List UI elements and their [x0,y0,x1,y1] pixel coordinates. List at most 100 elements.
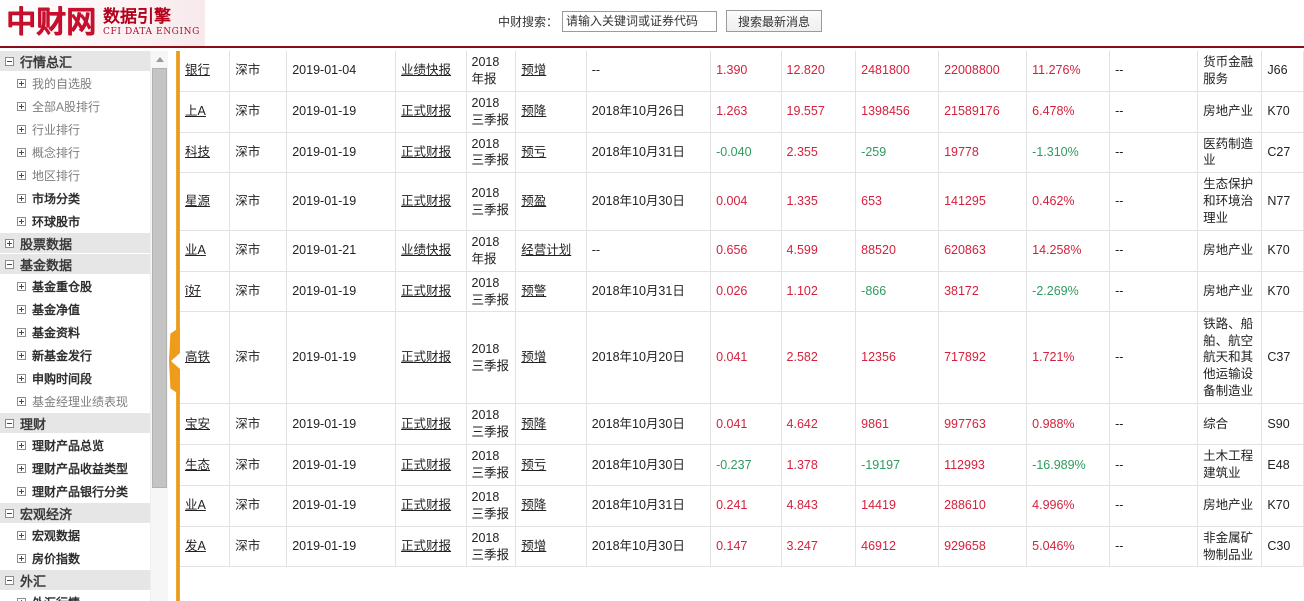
expand-plus-icon[interactable] [17,531,26,540]
forecast-type-link-text[interactable]: 预亏 [521,457,547,472]
forecast-type-link-text[interactable]: 预增 [521,350,547,365]
collapse-minus-icon[interactable] [5,418,14,428]
sidebar-item-1-1[interactable]: 我的自选股 [0,72,150,95]
sidebar-item-1-3[interactable]: 行业排行 [0,118,150,141]
stock-name-link-text[interactable]: 高铁 [185,350,211,365]
expand-plus-icon[interactable] [17,125,26,134]
collapse-minus-icon[interactable] [5,259,14,269]
sidebar-group-4[interactable]: 理财 [0,413,150,434]
expand-plus-icon[interactable] [17,351,26,360]
scroll-up-arrow-button[interactable] [151,51,168,67]
forecast-type-link-text[interactable]: 预亏 [521,144,547,159]
expand-plus-icon[interactable] [17,464,26,473]
stock-name-link-text[interactable]: 业A [185,498,206,513]
forecast-type-link-text[interactable]: 预警 [521,284,547,299]
stock-name-link[interactable]: 业A [180,485,231,527]
stock-name-link-text[interactable]: 宝安 [185,416,211,431]
expand-plus-icon[interactable] [17,282,26,291]
sidebar-group-5[interactable]: 宏观经济 [0,503,150,524]
stock-name-link[interactable]: î好 [180,271,231,313]
forecast-type-link[interactable]: 预盈 [515,172,587,231]
stock-name-link-text[interactable]: 发A [185,539,206,554]
table-row[interactable]: 业A 深市 2019-01-19 正式财报 2018三季报 预降 2018年10月31日 0.… [180,485,1304,527]
sidebar-collapse-button[interactable] [169,325,183,397]
stock-name-link[interactable]: 星源 [180,172,231,231]
sidebar-group-2[interactable]: 股票数据 [0,233,150,254]
table-row[interactable]: 上A 深市 2019-01-19 正式财报 2018三季报 预降 2018年10月26日 1.… [180,91,1304,133]
sidebar-group-3[interactable]: 基金数据 [0,254,150,275]
collapse-minus-icon[interactable] [5,56,14,66]
sidebar-item-3-3[interactable]: 基金资料 [0,321,150,344]
expand-plus-icon[interactable] [17,305,26,314]
forecast-type-link[interactable]: 预降 [515,485,587,527]
search-input[interactable] [562,10,718,32]
forecast-type-link[interactable]: 预增 [515,311,587,405]
expand-plus-icon[interactable] [5,238,14,248]
stock-name-link-text[interactable]: 银行 [185,63,211,78]
forecast-type-link[interactable]: 预降 [515,403,587,446]
sidebar-item-1-5[interactable]: 地区排行 [0,164,150,187]
stock-name-link[interactable]: 银行 [180,51,231,92]
stock-name-link-text[interactable]: 生态 [185,457,211,472]
collapse-minus-icon[interactable] [5,508,14,518]
sidebar-item-4-2[interactable]: 理财产品收益类型 [0,457,150,480]
forecast-type-link[interactable]: 预增 [515,51,587,92]
expand-plus-icon[interactable] [17,328,26,337]
stock-name-link[interactable]: 业A [180,230,231,272]
sidebar-item-3-1[interactable]: 基金重仓股 [0,275,150,298]
stock-name-link-text[interactable]: 上A [185,104,206,119]
left-navigation-sidebar[interactable]: 行情总汇 我的自选股 全部A股排行 行业排行 概念排行 地区排行 市场分类 环球股市 股票数据基… [0,51,150,601]
sidebar-item-6-1[interactable]: 外汇行情 [0,591,150,601]
sidebar-item-1-6[interactable]: 市场分类 [0,187,150,210]
forecast-type-link-text[interactable]: 预降 [521,104,547,119]
forecast-type-link-text[interactable]: 预降 [521,498,547,513]
stock-name-link-text[interactable]: î好 [185,284,201,299]
table-row[interactable]: 科技 深市 2019-01-19 正式财报 2018三季报 预亏 2018年10月31日 -0… [180,132,1304,174]
table-row[interactable]: 银行 深市 2019-01-04 业绩快报 2018年报 预增 -- 1.390 12.820 2… [180,51,1304,92]
sidebar-item-1-2[interactable]: 全部A股排行 [0,95,150,118]
forecast-type-link-text[interactable]: 经营计划 [521,243,572,258]
sidebar-item-5-2[interactable]: 房价指数 [0,547,150,570]
search-submit-button[interactable]: 搜索最新消息 [726,10,823,32]
forecast-type-link[interactable]: 预亏 [515,444,587,486]
stock-name-link[interactable]: 发A [180,526,231,568]
sidebar-item-3-2[interactable]: 基金净值 [0,298,150,321]
expand-plus-icon[interactable] [17,171,26,180]
table-row[interactable]: 发A 深市 2019-01-19 正式财报 2018三季报 预增 2018年10月30日 0.… [180,526,1304,568]
table-row[interactable]: 宝安 深市 2019-01-19 正式财报 2018三季报 预降 2018年10月30日 0.… [180,403,1304,446]
sidebar-item-3-4[interactable]: 新基金发行 [0,344,150,367]
forecast-type-link-text[interactable]: 预增 [521,63,547,78]
data-table-container[interactable]: 银行 深市 2019-01-04 业绩快报 2018年报 预增 -- 1.390 12.820 2… [180,51,1304,601]
table-row[interactable]: 业A 深市 2019-01-21 业绩快报 2018年报 经营计划 -- 0.656 4.599… [180,230,1304,272]
expand-plus-icon[interactable] [17,397,26,406]
stock-name-link[interactable]: 上A [180,91,231,133]
stock-name-link-text[interactable]: 业A [185,243,206,258]
expand-plus-icon[interactable] [17,554,26,563]
forecast-type-link-text[interactable]: 预增 [521,539,547,554]
sidebar-item-4-3[interactable]: 理财产品银行分类 [0,480,150,503]
table-row[interactable]: 星源 深市 2019-01-19 正式财报 2018三季报 预盈 2018年10月30日 0.… [180,172,1304,231]
sidebar-item-3-6[interactable]: 基金经理业绩表现 [0,390,150,413]
expand-plus-icon[interactable] [17,194,26,203]
sidebar-item-1-4[interactable]: 概念排行 [0,141,150,164]
sidebar-item-3-5[interactable]: 申购时间段 [0,367,150,390]
table-row[interactable]: 生态 深市 2019-01-19 正式财报 2018三季报 预亏 2018年10月30日 -0… [180,444,1304,486]
expand-plus-icon[interactable] [17,441,26,450]
forecast-type-link-text[interactable]: 预降 [521,416,547,431]
forecast-type-link[interactable]: 预增 [515,526,587,568]
forecast-type-link-text[interactable]: 预盈 [521,194,547,209]
stock-name-link[interactable]: 宝安 [180,403,231,446]
site-logo[interactable]: 中财网 数据引擎 CFI DATA ENGING [0,0,205,46]
scrollbar-thumb[interactable] [152,68,167,488]
stock-name-link[interactable]: 高铁 [180,311,231,405]
expand-plus-icon[interactable] [17,487,26,496]
expand-plus-icon[interactable] [17,148,26,157]
forecast-type-link[interactable]: 预亏 [515,132,587,174]
sidebar-item-4-1[interactable]: 理财产品总览 [0,434,150,457]
sidebar-item-5-1[interactable]: 宏观数据 [0,524,150,547]
forecast-type-link[interactable]: 预降 [515,91,587,133]
forecast-type-link[interactable]: 经营计划 [515,230,587,272]
sidebar-scrollbar[interactable] [150,51,168,601]
sidebar-group-1[interactable]: 行情总汇 [0,51,150,72]
expand-plus-icon[interactable] [17,102,26,111]
